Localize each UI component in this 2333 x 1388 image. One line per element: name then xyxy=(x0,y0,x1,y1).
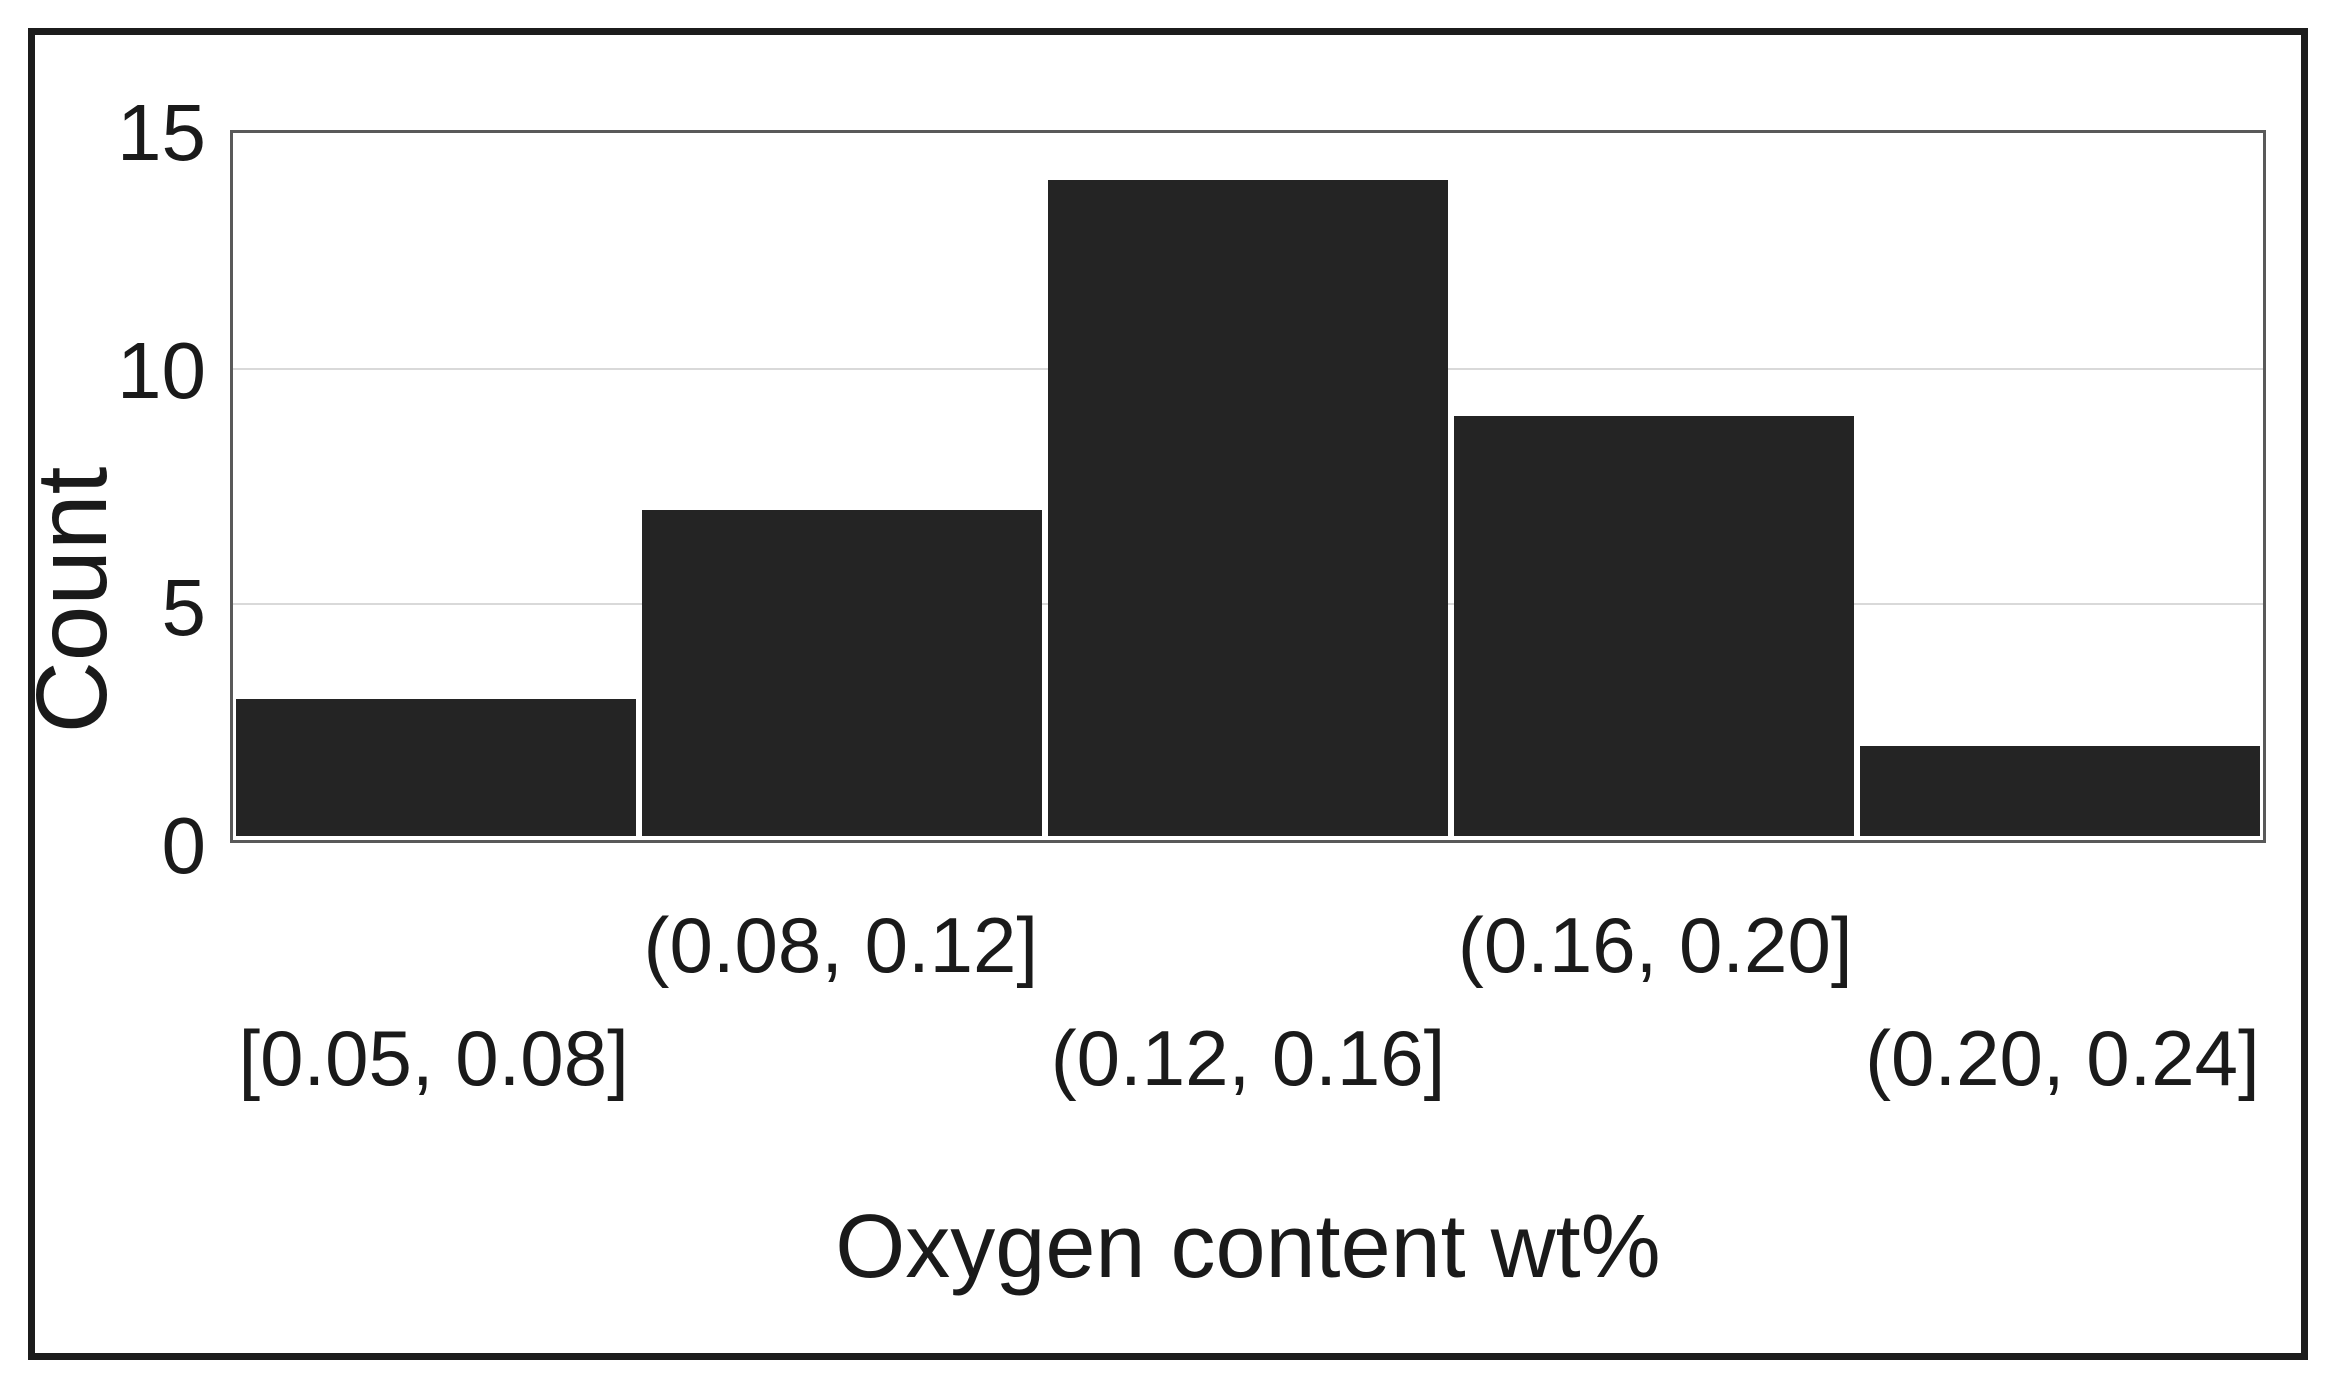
plot-area xyxy=(230,130,2266,843)
histogram-bar-5 xyxy=(1860,745,2260,836)
histogram-bar-3 xyxy=(1048,180,1448,836)
histogram-bar-4 xyxy=(1454,415,1854,836)
x-axis-tick-label-3: (0.12, 0.16] xyxy=(1050,1014,1446,1102)
histogram-bar-1 xyxy=(236,698,636,836)
bar-slot xyxy=(1045,133,1451,840)
bar-slot xyxy=(639,133,1045,840)
bar-slot xyxy=(1857,133,2263,840)
x-axis-tick-label-4: (0.16, 0.20] xyxy=(1457,901,1853,989)
y-axis-tick-label-15: 15 xyxy=(117,88,206,178)
x-axis-tick-label-1: [0.05, 0.08] xyxy=(238,1014,629,1102)
histogram-bar-2 xyxy=(642,510,1042,836)
y-axis-tick-label-5: 5 xyxy=(161,563,207,653)
y-axis-tick-label-0: 0 xyxy=(161,801,207,891)
y-axis-title: Count xyxy=(16,466,128,734)
bar-slot xyxy=(1451,133,1857,840)
bar-slot xyxy=(233,133,639,840)
x-axis-tick-label-5: (0.20, 0.24] xyxy=(1865,1014,2260,1102)
x-axis-tick-label-2: (0.08, 0.12] xyxy=(643,901,1039,989)
bars-container xyxy=(233,133,2263,840)
x-axis-title: Oxygen content wt% xyxy=(835,1197,1661,1297)
y-axis: 0 5 10 15 xyxy=(0,93,207,886)
x-axis-labels-upper-row: (0.08, 0.12] (0.16, 0.20] xyxy=(230,900,2266,990)
x-axis-labels-lower-row: [0.05, 0.08] (0.12, 0.16] (0.20, 0.24] xyxy=(230,1013,2266,1103)
y-axis-tick-label-10: 10 xyxy=(117,325,206,415)
